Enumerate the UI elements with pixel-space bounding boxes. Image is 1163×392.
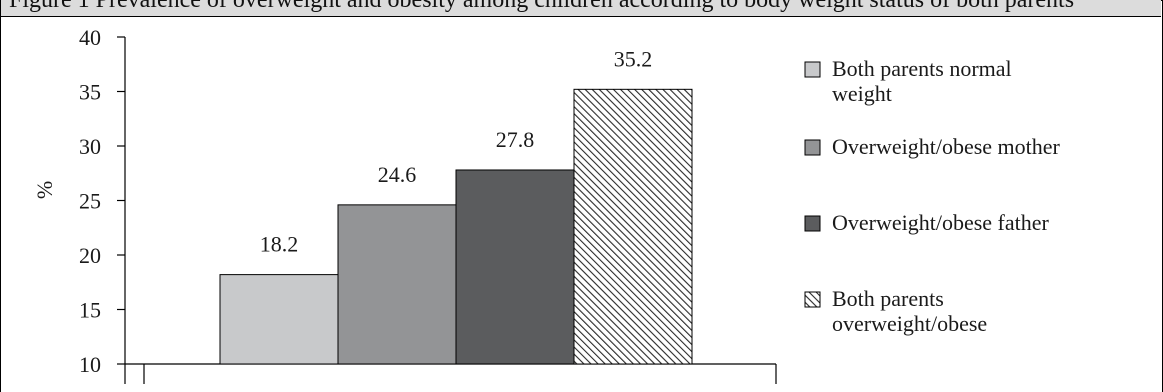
y-tick-label: 15 xyxy=(79,298,101,323)
legend-label: Both parents normal xyxy=(832,56,1012,81)
legend-swatch xyxy=(804,291,821,308)
bar xyxy=(573,88,693,365)
y-tick-label: 35 xyxy=(79,80,101,105)
y-axis-title: % xyxy=(32,181,57,199)
legend-swatch xyxy=(804,139,821,156)
legend-label: overweight/obese xyxy=(832,311,987,336)
y-tick-label: 10 xyxy=(79,352,101,377)
legend-label: Overweight/obese mother xyxy=(832,134,1061,159)
figure-caption: Figure 1 Prevalence of overweight and ob… xyxy=(9,0,1075,13)
data-label: 27.8 xyxy=(496,127,535,152)
data-label: 18.2 xyxy=(260,232,299,257)
legend-label: Overweight/obese father xyxy=(832,210,1050,235)
figure-caption-strip: Figure 1 Prevalence of overweight and ob… xyxy=(1,0,1161,17)
chart-data-labels: 18.2 24.6 27.8 35.2 xyxy=(260,46,653,256)
data-label: 35.2 xyxy=(614,46,653,71)
y-tick-label: 20 xyxy=(79,243,101,268)
bar xyxy=(219,274,339,365)
legend-swatch xyxy=(804,215,821,232)
y-tick-label: 40 xyxy=(79,25,101,50)
y-tick-label: 25 xyxy=(79,189,101,214)
y-tick-label: 30 xyxy=(79,134,101,159)
bar xyxy=(455,169,575,365)
legend-label: Both parents xyxy=(832,286,944,311)
bar xyxy=(337,204,457,365)
chart-bars xyxy=(219,88,693,365)
legend-label: weight xyxy=(832,81,892,106)
legend-swatch xyxy=(804,61,821,78)
data-label: 24.6 xyxy=(378,162,417,187)
chart-axes: 10 15 20 25 30 35 40% xyxy=(32,25,777,384)
